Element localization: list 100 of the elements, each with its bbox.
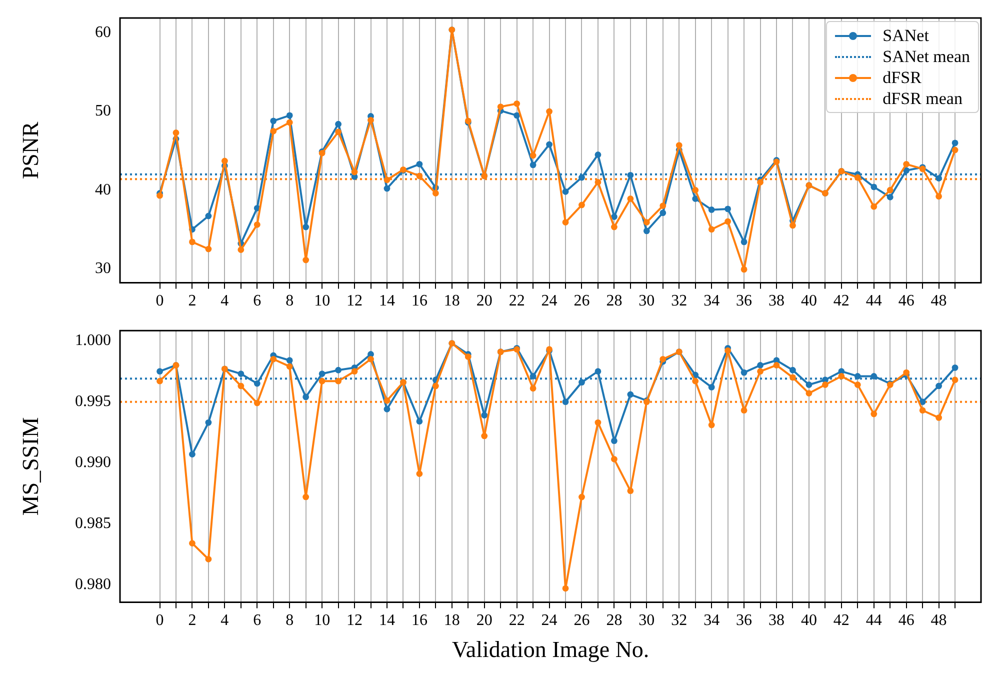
y-tick-label: 0.985 — [75, 514, 111, 532]
legend-label: dFSR — [882, 68, 922, 88]
point — [530, 152, 536, 159]
x-tick-label: 40 — [800, 612, 817, 630]
y-tick-label: 0.980 — [75, 576, 111, 593]
point — [594, 419, 602, 426]
point — [806, 382, 812, 388]
point — [156, 368, 163, 375]
point — [238, 370, 244, 377]
x-tick-label: 36 — [736, 612, 752, 630]
point — [238, 246, 244, 253]
y-axis-title: MS_SSIM — [18, 417, 43, 516]
x-tick-label: 22 — [508, 292, 525, 310]
x-tick-label: 32 — [671, 612, 688, 630]
y-tick-label: 30 — [95, 260, 111, 277]
legend-label: SANet — [882, 26, 929, 46]
point — [205, 419, 212, 426]
point — [627, 196, 634, 202]
x-tick-label: 18 — [444, 292, 460, 310]
point — [270, 128, 277, 134]
point — [221, 158, 228, 164]
point — [660, 356, 666, 362]
legend-label: dFSR mean — [882, 88, 962, 108]
point — [952, 364, 958, 371]
point — [724, 347, 732, 354]
point — [740, 369, 748, 376]
point — [903, 369, 910, 376]
point — [562, 188, 569, 195]
x-tick-label: 32 — [671, 292, 688, 310]
point — [611, 214, 618, 220]
point — [189, 451, 196, 458]
y-axis-title: PSNR — [18, 120, 43, 180]
x-tick-label: 20 — [476, 612, 492, 630]
x-tick-label: 2 — [188, 612, 196, 630]
point — [286, 363, 293, 370]
point — [302, 224, 310, 230]
point — [952, 376, 958, 384]
point — [384, 176, 390, 184]
point — [384, 406, 390, 412]
x-tick-label: 34 — [704, 612, 720, 630]
point — [335, 366, 342, 374]
x-tick-label: 6 — [253, 612, 262, 630]
point — [611, 438, 618, 444]
x-tick-label: 24 — [541, 612, 558, 630]
x-tick-label: 40 — [800, 292, 817, 310]
point — [481, 412, 488, 418]
x-tick-label: 30 — [638, 612, 655, 630]
point — [416, 470, 423, 477]
point — [854, 373, 861, 380]
x-tick-label: 10 — [314, 292, 330, 310]
point — [660, 210, 666, 216]
point — [936, 193, 942, 200]
x-tick-label: 28 — [606, 612, 622, 630]
point — [205, 556, 212, 562]
point — [351, 368, 358, 375]
x-tick-label: 46 — [898, 292, 914, 310]
point — [740, 238, 748, 246]
point — [708, 384, 715, 390]
point — [870, 410, 878, 418]
point — [189, 540, 196, 546]
point — [611, 224, 618, 230]
point — [368, 356, 374, 362]
x-tick-label: 16 — [411, 292, 428, 310]
point — [497, 104, 504, 110]
point — [286, 112, 293, 119]
point — [335, 120, 342, 128]
point — [238, 382, 244, 390]
point — [708, 422, 715, 428]
point — [562, 219, 569, 226]
x-tick-label: 12 — [346, 612, 363, 630]
point — [919, 398, 926, 406]
point — [757, 368, 764, 375]
point — [870, 373, 878, 380]
point — [886, 194, 894, 200]
point — [854, 382, 861, 388]
point — [936, 175, 942, 182]
point — [254, 221, 260, 228]
x-tick-label: 16 — [411, 612, 428, 630]
point — [708, 226, 715, 233]
point — [530, 162, 536, 168]
point — [838, 373, 845, 380]
x-tick-label: 2 — [188, 292, 196, 310]
point — [254, 380, 260, 387]
point — [870, 184, 878, 190]
point — [708, 206, 715, 213]
x-tick-label: 10 — [314, 612, 330, 630]
legend-label: SANet mean — [882, 46, 970, 66]
x-tick-label: 38 — [768, 612, 784, 630]
x-tick-label: 14 — [378, 292, 395, 310]
x-tick-label: 42 — [833, 612, 850, 630]
point — [790, 366, 796, 374]
y-tick-label: 40 — [95, 181, 111, 198]
point — [384, 397, 390, 404]
point — [936, 382, 942, 390]
point — [578, 494, 585, 500]
point — [286, 357, 293, 364]
x-tick-label: 38 — [768, 292, 784, 310]
point — [270, 118, 277, 124]
point — [562, 585, 569, 592]
x-tick-label: 4 — [220, 612, 229, 630]
